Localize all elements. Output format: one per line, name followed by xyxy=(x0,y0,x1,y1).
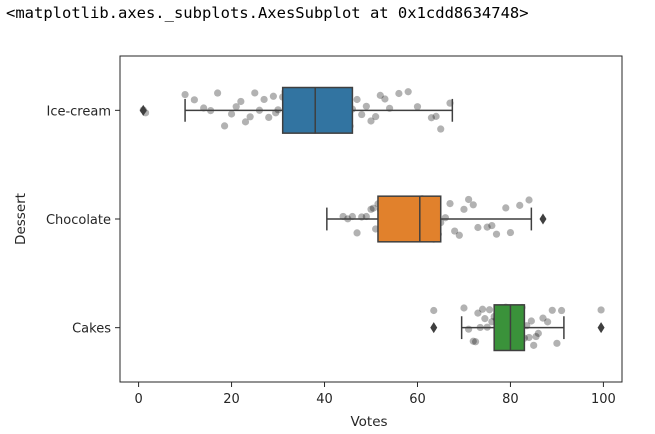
strip-point xyxy=(534,329,542,337)
strip-point xyxy=(481,315,489,323)
strip-point xyxy=(232,103,240,111)
strip-point xyxy=(488,221,496,230)
boxes-layer xyxy=(139,86,605,352)
strip-point xyxy=(353,229,361,237)
strip-point xyxy=(451,227,459,235)
strip-point xyxy=(471,338,480,346)
strip-point xyxy=(597,306,605,314)
strip-point xyxy=(367,117,375,125)
strip-point xyxy=(376,91,384,99)
strip-point xyxy=(465,325,473,333)
strip-point xyxy=(485,306,494,314)
x-tick-label: 40 xyxy=(316,392,333,407)
box-iqr xyxy=(377,195,442,243)
x-axis-label: Votes xyxy=(350,414,387,430)
strip-point xyxy=(525,196,533,204)
output-repr-text: <matplotlib.axes._subplots.AxesSubplot a… xyxy=(6,4,529,22)
strip-point xyxy=(469,337,477,345)
strip-point xyxy=(539,314,547,322)
strip-point xyxy=(527,317,535,325)
strip-point xyxy=(395,89,403,98)
strip-point xyxy=(502,204,510,212)
y-tick-label: Cakes xyxy=(72,322,111,337)
strip-point xyxy=(367,205,375,213)
strip-point xyxy=(474,309,482,317)
strip-point xyxy=(246,113,254,121)
strip-point xyxy=(181,90,189,99)
strip-point xyxy=(460,205,468,213)
x-tick-label: 20 xyxy=(223,392,240,407)
y-axis-label: Dessert xyxy=(13,193,29,245)
strip-point xyxy=(455,231,463,239)
strip-point xyxy=(369,204,377,212)
strip-point xyxy=(427,114,436,122)
box-iqr xyxy=(281,86,354,134)
x-tick-label: 100 xyxy=(591,392,616,407)
outlier-marker xyxy=(139,104,147,116)
strip-point xyxy=(251,89,259,97)
strip-point xyxy=(265,113,273,121)
axes-layer: 0 20 40 60 80 100 Ice-cream Chocolate Cakes xyxy=(46,104,616,407)
strip-point xyxy=(214,89,222,97)
strip-point xyxy=(474,223,482,232)
strip-point xyxy=(269,92,277,100)
strip-point xyxy=(227,110,236,118)
strip-point xyxy=(237,97,245,106)
strip-point xyxy=(260,95,268,104)
strip-point xyxy=(220,122,229,130)
strip-point xyxy=(557,306,566,315)
strip-point xyxy=(483,223,491,231)
strip-point xyxy=(492,230,501,238)
strip-point xyxy=(548,306,556,314)
y-tick-label: Chocolate xyxy=(46,213,111,228)
strip-point xyxy=(441,214,449,222)
outlier-marker xyxy=(430,322,438,334)
strip-point xyxy=(446,200,454,208)
strip-point xyxy=(404,88,412,96)
strip-point xyxy=(190,96,198,104)
strip-point xyxy=(506,228,515,237)
strip-point xyxy=(430,306,438,315)
strip-point xyxy=(358,110,366,119)
strip-point xyxy=(460,304,468,312)
strip-point xyxy=(362,102,370,110)
strip-point xyxy=(516,201,524,209)
strip-point xyxy=(532,332,540,341)
y-tick-label: Ice-cream xyxy=(46,104,111,119)
strip-point xyxy=(241,118,250,126)
strip-point xyxy=(432,112,440,120)
outlier-marker xyxy=(539,213,547,225)
x-tick-label: 0 xyxy=(134,392,142,407)
strip-point xyxy=(381,95,389,103)
strip-point xyxy=(413,103,422,111)
strip-point xyxy=(372,113,380,121)
outlier-marker xyxy=(597,322,605,334)
strip-point xyxy=(353,95,361,104)
x-tick-label: 60 xyxy=(409,392,426,407)
strip-point xyxy=(553,339,561,347)
strip-point xyxy=(469,201,477,209)
strip-point xyxy=(530,341,538,349)
strip-point xyxy=(478,305,487,313)
x-tick-label: 80 xyxy=(502,392,519,407)
strip-point xyxy=(544,318,552,326)
strip-point xyxy=(437,125,445,133)
box-iqr xyxy=(493,304,526,352)
strip-point xyxy=(465,195,473,204)
strip-point xyxy=(525,333,533,342)
